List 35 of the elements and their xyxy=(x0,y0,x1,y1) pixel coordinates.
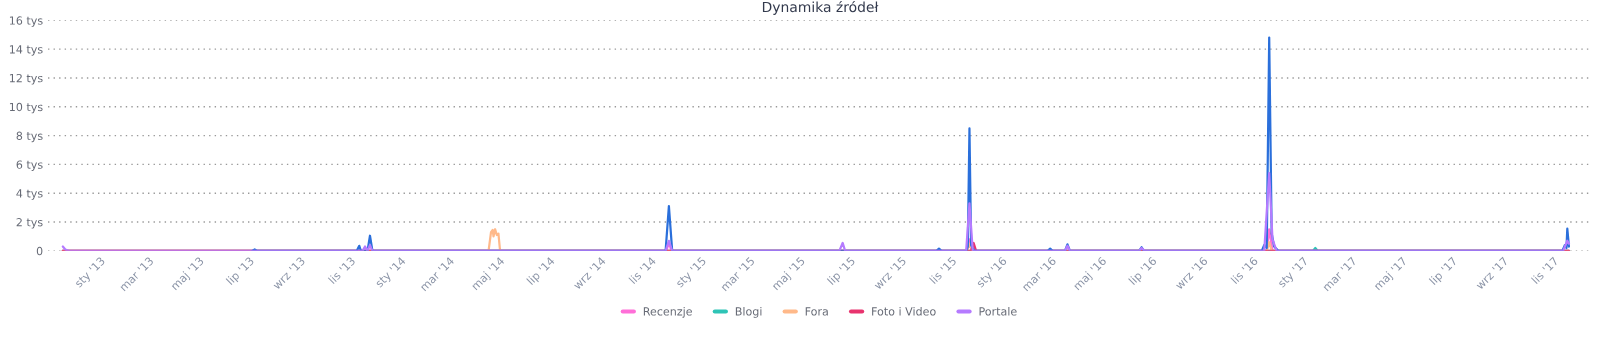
y-tick-label: 10 tys xyxy=(9,102,43,114)
x-tick-label: sty '17 xyxy=(1277,256,1310,290)
x-tick-label: lis '14 xyxy=(628,256,657,285)
x-tick-label: sty '16 xyxy=(975,256,1009,290)
x-tick-label: sty '14 xyxy=(374,256,408,290)
x-tick-label: lip '16 xyxy=(1128,256,1159,287)
y-tick-label: 6 tys xyxy=(16,160,43,171)
y-tick-label: 12 tys xyxy=(9,73,43,85)
x-tick-label: lis '13 xyxy=(327,256,356,285)
x-tick-label: lip '14 xyxy=(526,256,557,287)
x-tick-label: wrz '14 xyxy=(572,256,607,290)
y-tick-label: 8 tys xyxy=(16,131,43,143)
x-tick-label: lip '15 xyxy=(826,256,857,287)
y-tick-label: 0 xyxy=(36,246,43,256)
x-tick-label: lip '17 xyxy=(1428,256,1459,287)
x-tick-label: sty '15 xyxy=(675,256,708,290)
legend-label: Foto i Video xyxy=(872,306,936,316)
x-tick-label: lip '13 xyxy=(225,256,256,287)
x-tick-label: wrz '17 xyxy=(1475,256,1509,290)
y-tick-label: 4 tys xyxy=(16,189,43,200)
y-tick-label: 16 tys xyxy=(9,16,43,27)
x-tick-label: sty '13 xyxy=(73,256,107,290)
chart-title: Dynamika źródeł xyxy=(762,0,879,15)
x-tick-label: wrz '15 xyxy=(873,256,907,290)
x-tick-label: lis '16 xyxy=(1230,256,1259,285)
legend-label: Recenzje xyxy=(643,306,692,318)
y-tick-label: 2 tys xyxy=(16,218,43,229)
legend-label: Portale xyxy=(979,306,1017,316)
legend-label: Blogi xyxy=(735,306,762,318)
x-tick-label: lis '17 xyxy=(1530,256,1559,285)
x-tick-label: wrz '16 xyxy=(1174,256,1209,290)
legend-label: Fora xyxy=(805,307,828,316)
y-tick-label: 14 tys xyxy=(9,45,43,56)
x-tick-label: lis '15 xyxy=(928,256,957,285)
x-tick-label: wrz '13 xyxy=(272,256,306,290)
